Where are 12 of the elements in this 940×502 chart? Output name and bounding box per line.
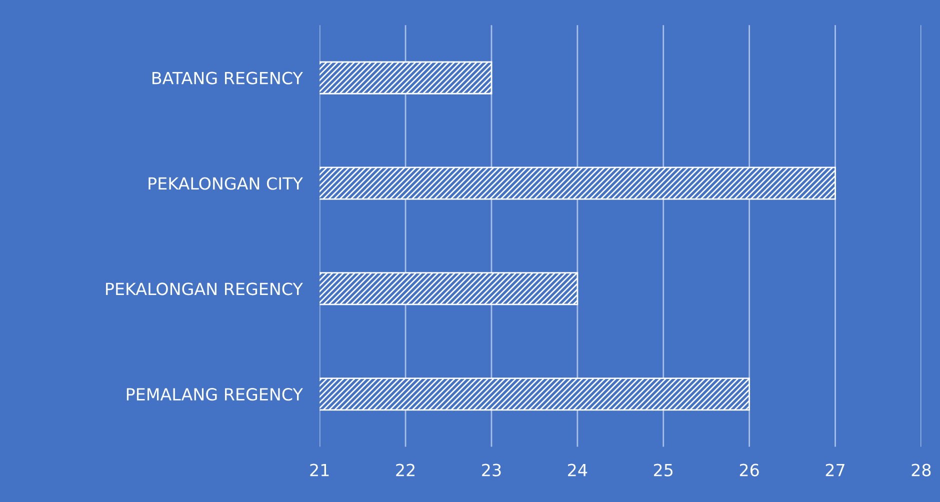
x-tick-label: 28 xyxy=(912,464,931,476)
x-tick-label: 24 xyxy=(568,464,588,476)
x-tick-label: 26 xyxy=(740,464,759,476)
x-tick-label: 21 xyxy=(310,464,329,476)
y-tick-label: PEMALANG REGENCY xyxy=(126,388,303,401)
y-tick-label: PEKALONGAN REGENCY xyxy=(106,282,303,296)
x-tick-label: 23 xyxy=(482,464,501,476)
x-tick-label: 25 xyxy=(654,464,673,476)
x-tick-label: 27 xyxy=(826,464,844,476)
y-tick-label: BATANG REGENCY xyxy=(152,72,303,84)
x-tick-label: 22 xyxy=(396,464,414,476)
y-tick-label: PEKALONGAN CITY xyxy=(148,177,303,190)
